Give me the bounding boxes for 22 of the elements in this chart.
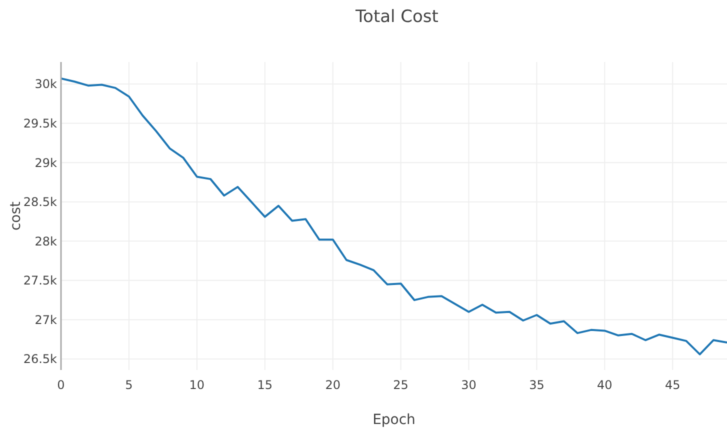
y-tick-label: 28k: [34, 234, 58, 248]
y-tick-label: 27.5k: [23, 274, 58, 288]
y-tick-label: 26.5k: [23, 352, 58, 366]
x-tick-label: 5: [125, 378, 133, 392]
y-tick-label: 30k: [34, 77, 58, 92]
y-tick-label: 27k: [34, 312, 58, 327]
x-tick-label: 10: [189, 378, 205, 392]
x-tick-label: 25: [393, 378, 408, 392]
x-tick-label: 30: [461, 378, 476, 392]
y-tick-label: 28.5k: [23, 195, 58, 210]
y-tick-label: 29.5k: [23, 116, 58, 130]
line-series: [61, 78, 727, 356]
y-tick-label: 29k: [34, 156, 58, 170]
x-tick-label: 15: [257, 378, 273, 392]
x-tick-label: 35: [529, 378, 544, 392]
y-axis-title: cost: [8, 200, 24, 231]
x-axis-title: Epoch: [372, 412, 416, 428]
chart-title: Total Cost: [354, 7, 439, 27]
x-tick-label: 40: [597, 378, 612, 392]
x-tick-label: 45: [664, 378, 680, 392]
x-tick-label: 20: [325, 378, 340, 392]
x-tick-label: 0: [57, 378, 65, 392]
